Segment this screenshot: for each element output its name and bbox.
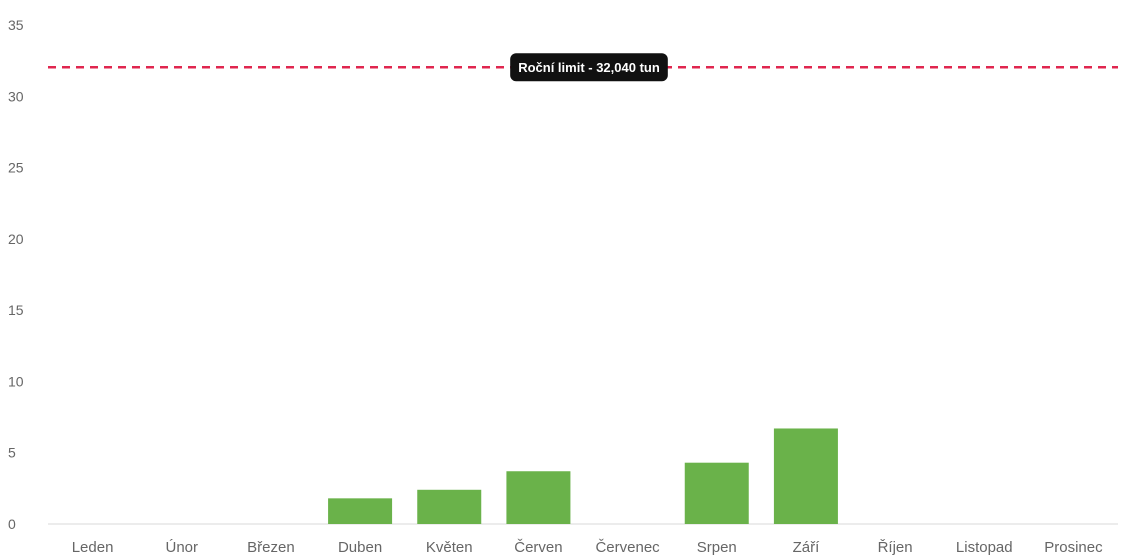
annual-limit-label-background — [510, 53, 668, 82]
x-tick-label: Červenec — [595, 539, 660, 556]
y-tick-label: 5 — [8, 445, 16, 461]
x-axis: Leden Únor Březen Duben Květen Červen Červenec… — [72, 539, 1103, 556]
bar[interactable] — [328, 498, 393, 524]
x-tick-label: Duben — [338, 539, 382, 556]
y-tick-label: 35 — [8, 17, 24, 33]
x-tick-label: Listopad — [956, 539, 1013, 556]
annual-limit-label-text: Roční limit - 32,040 tun — [518, 60, 660, 75]
x-tick-label: Únor — [165, 539, 198, 556]
bar[interactable] — [506, 471, 571, 524]
x-tick-label: Červen — [514, 539, 562, 556]
x-tick-label: Prosinec — [1044, 539, 1103, 556]
x-tick-label: Srpen — [697, 539, 737, 556]
x-tick-label: Březen — [247, 539, 295, 556]
y-axis: 0 5 10 15 20 25 30 35 — [8, 17, 24, 532]
x-tick-label: Říjen — [878, 539, 913, 556]
y-tick-label: 15 — [8, 302, 24, 318]
y-tick-label: 10 — [8, 373, 24, 389]
y-tick-label: 20 — [8, 231, 24, 247]
y-tick-label: 25 — [8, 160, 24, 176]
x-tick-label: Květen — [426, 539, 473, 556]
bars-group — [328, 428, 838, 524]
x-tick-label: Září — [793, 539, 821, 556]
annual-limit-label: Roční limit - 32,040 tun — [510, 53, 668, 82]
bar[interactable] — [773, 428, 838, 524]
bar[interactable] — [684, 462, 749, 524]
y-tick-label: 0 — [8, 516, 16, 532]
bar[interactable] — [417, 489, 482, 524]
y-tick-label: 30 — [8, 88, 24, 104]
x-tick-label: Leden — [72, 539, 114, 556]
